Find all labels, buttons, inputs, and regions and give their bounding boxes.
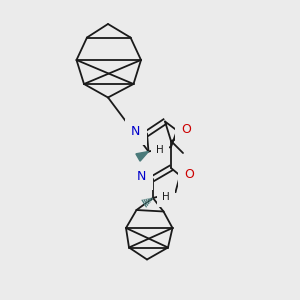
Text: H: H [156,145,164,155]
Text: N: N [137,170,146,184]
Text: H: H [162,191,170,202]
Polygon shape [136,152,148,161]
Text: O: O [184,167,194,181]
Text: O: O [181,122,191,136]
Text: N: N [131,125,140,139]
